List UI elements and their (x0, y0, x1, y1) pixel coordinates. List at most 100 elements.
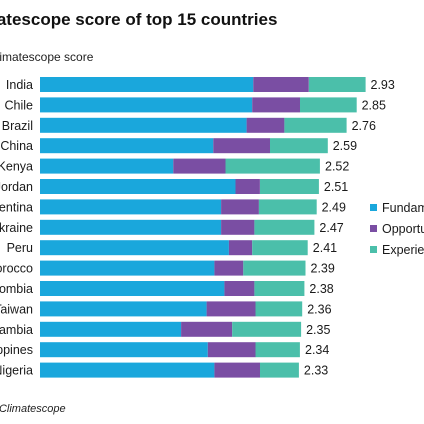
category-label: Kenya (0, 160, 33, 174)
total-label: 2.49 (322, 200, 346, 214)
bar-row-kenya: Kenya 2.52 (0, 158, 349, 174)
bar-segment-fundamentals (40, 179, 236, 194)
bar-segment-opportunities (224, 281, 255, 296)
total-label: 2.51 (324, 180, 348, 194)
bar-row-peru: Peru 2.41 (7, 240, 337, 256)
bar-segment-opportunities (252, 97, 300, 113)
bar-segment-experience (284, 117, 347, 133)
total-label: 2.59 (333, 139, 357, 153)
legend-swatch (370, 246, 377, 253)
bar-row-morocco: Morocco 2.39 (0, 260, 335, 276)
legend-item-fundamentals: Fundamentals (370, 201, 424, 215)
legend-label: Experience (382, 243, 424, 257)
bar-segment-opportunities (214, 260, 244, 276)
bar-row-zambia: Zambia 2.35 (0, 321, 330, 337)
bar-segment-fundamentals (40, 281, 225, 296)
total-label: 2.35 (306, 323, 330, 337)
total-label: 2.52 (325, 160, 349, 174)
total-label: 2.47 (319, 221, 343, 235)
bar-segment-fundamentals (40, 77, 254, 92)
bar-segment-opportunities (214, 362, 260, 378)
legend-label: Opportunities (382, 222, 424, 236)
chart-source: Source: Climatescope (0, 403, 66, 415)
bar-segment-opportunities (173, 158, 226, 174)
total-label: 2.38 (309, 282, 333, 296)
bar-row-jordan: Jordan 2.51 (0, 179, 348, 194)
bar-segment-fundamentals (40, 219, 222, 235)
bar-row-china: China 2.59 (0, 138, 357, 154)
total-label: 2.76 (352, 119, 376, 133)
category-label: Colombia (0, 282, 33, 296)
bar-segment-experience (243, 260, 306, 276)
bar-segment-fundamentals (40, 117, 247, 133)
total-label: 2.41 (313, 241, 337, 255)
bar-segment-opportunities (213, 138, 270, 154)
category-label: Morocco (0, 262, 33, 276)
bar-segment-opportunities (221, 219, 255, 235)
bar-segment-experience (232, 321, 302, 337)
total-label: 2.34 (305, 343, 329, 357)
legend-item-opportunities: Opportunities (370, 222, 424, 236)
bar-segment-experience (225, 158, 320, 174)
bar-segment-fundamentals (40, 199, 222, 215)
category-label: Chile (5, 98, 34, 112)
total-label: 2.36 (307, 302, 331, 316)
category-label: India (6, 78, 33, 92)
bar-segment-opportunities (221, 199, 259, 215)
bar-row-philippines: Philippines 2.34 (0, 342, 329, 358)
bar-segment-experience (308, 77, 366, 92)
bar-row-colombia: Colombia 2.38 (0, 281, 334, 296)
bar-segment-fundamentals (40, 97, 253, 113)
bar-segment-fundamentals (40, 260, 215, 276)
total-label: 2.85 (362, 98, 386, 112)
bar-row-india: India 2.93 (6, 77, 395, 92)
bar-segment-experience (258, 199, 317, 215)
bar-segment-experience (270, 138, 328, 154)
category-label: Jordan (0, 180, 33, 194)
legend: Fundamentals Opportunities Experience (370, 201, 424, 257)
bar-row-taiwan: Taiwan 2.36 (0, 301, 332, 317)
bar-segment-opportunities (181, 321, 233, 337)
bar-segment-experience (255, 342, 300, 358)
bar-row-nigeria: Nigeria 2.33 (0, 362, 328, 378)
category-label: Ukraine (0, 221, 33, 235)
bar-segment-experience (300, 97, 357, 113)
total-label: 2.93 (371, 78, 395, 92)
legend-item-experience: Experience (370, 243, 424, 257)
category-label: China (0, 139, 33, 153)
category-label: Brazil (2, 119, 33, 133)
bar-segment-fundamentals (40, 240, 229, 256)
bar-row-chile: Chile 2.85 (5, 97, 386, 113)
category-label: Zambia (0, 323, 33, 337)
bar-row-ukraine: Ukraine 2.47 (0, 219, 344, 235)
legend-swatch (370, 204, 377, 211)
bar-segment-experience (254, 281, 305, 296)
bar-segment-opportunities (207, 342, 256, 358)
bar-segment-fundamentals (40, 138, 214, 154)
total-label: 2.33 (304, 364, 328, 378)
legend-label: Fundamentals (382, 201, 424, 215)
category-label: Philippines (0, 343, 33, 357)
bar-row-argentina: Argentina 2.49 (0, 199, 346, 215)
total-label: 2.39 (311, 262, 335, 276)
category-label: Taiwan (0, 302, 33, 316)
bar-segment-fundamentals (40, 158, 174, 174)
category-label: Argentina (0, 200, 33, 214)
category-label: Nigeria (0, 364, 33, 378)
chart-title: Climatescope score of top 15 countries (0, 10, 277, 29)
bar-row-brazil: Brazil 2.76 (2, 117, 376, 133)
chart-subtitle: Climatescope score (0, 50, 94, 64)
category-label: Peru (7, 241, 33, 255)
bar-segment-experience (254, 219, 315, 235)
bar-segment-fundamentals (40, 342, 208, 358)
bar-segment-experience (255, 301, 303, 317)
bar-segment-experience (260, 362, 299, 378)
bar-segment-opportunities (206, 301, 256, 317)
bars-group: India 2.93 Chile 2.85 Brazil 2.76 China 2.59 Ken… (0, 77, 395, 378)
bar-segment-experience (252, 240, 308, 256)
bar-segment-fundamentals (40, 362, 215, 378)
bar-segment-opportunities (228, 240, 253, 256)
legend-swatch (370, 225, 377, 232)
bar-segment-fundamentals (40, 301, 207, 317)
